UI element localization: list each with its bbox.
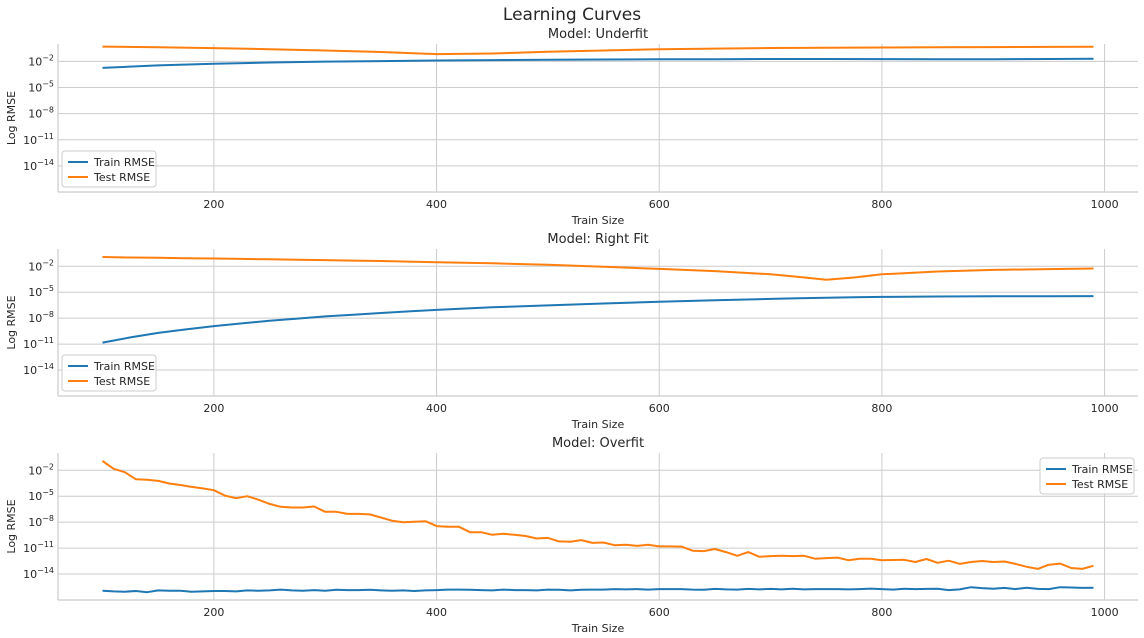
y-tick-label: 10−5 — [28, 80, 54, 95]
x-tick-label: 200 — [203, 402, 224, 415]
subplot-title: Model: Right Fit — [547, 232, 648, 247]
legend-label: Train RMSE — [93, 360, 155, 373]
legend-label: Test RMSE — [93, 171, 150, 184]
legend: Train RMSE Test RMSE — [1039, 457, 1135, 495]
y-tick-label: 10−11 — [23, 540, 54, 555]
subplot-1: 200 400 600 800 1000 10−2 10−5 10−8 10−11 10−14 Mo… — [5, 27, 1138, 227]
x-tick-label: 800 — [871, 606, 892, 619]
subplot-2: 200 400 600 800 1000 10−2 10−5 10−8 10−11 10−14 Mo… — [5, 232, 1138, 431]
x-tick-label: 200 — [203, 606, 224, 619]
x-axis-label: Train Size — [571, 214, 625, 227]
y-tick-label: 10−2 — [28, 462, 54, 477]
y-axis-label: Log RMSE — [5, 499, 18, 553]
y-tick-label: 10−14 — [23, 158, 54, 173]
x-tick-label: 400 — [426, 198, 447, 211]
y-tick-label: 10−5 — [28, 488, 54, 503]
series-line-test-rmse — [101, 460, 1094, 570]
legend-label: Train RMSE — [1071, 463, 1133, 476]
y-tick-label: 10−11 — [23, 132, 54, 147]
x-tick-label: 200 — [203, 198, 224, 211]
x-axis-label: Train Size — [571, 622, 625, 635]
series-line-train-rmse — [102, 57, 1094, 69]
figure-title: Learning Curves — [503, 5, 641, 25]
y-tick-label: 10−14 — [23, 362, 54, 377]
legend-label: Test RMSE — [93, 375, 150, 388]
y-tick-label: 10−11 — [23, 336, 54, 351]
x-axis-label: Train Size — [571, 418, 625, 431]
legend: Train RMSE Test RMSE — [61, 150, 157, 188]
x-tick-label: 800 — [871, 198, 892, 211]
legend: Train RMSE Test RMSE — [61, 354, 157, 392]
series-line-test-rmse — [102, 256, 1094, 281]
x-tick-label: 400 — [426, 402, 447, 415]
subplot-title: Model: Underfit — [548, 27, 648, 42]
x-tick-label: 400 — [426, 606, 447, 619]
y-tick-label: 10−8 — [28, 106, 54, 121]
y-tick-label: 10−14 — [23, 566, 54, 581]
y-tick-label: 10−8 — [28, 310, 54, 325]
x-tick-label: 800 — [871, 402, 892, 415]
y-tick-label: 10−2 — [28, 258, 54, 273]
y-axis-label: Log RMSE — [5, 295, 18, 349]
legend-label: Train RMSE — [93, 156, 155, 169]
series-line-train-rmse — [102, 586, 1094, 594]
x-tick-label: 600 — [649, 606, 670, 619]
series-line-test-rmse — [102, 45, 1094, 56]
x-tick-label: 600 — [649, 198, 670, 211]
legend-label: Test RMSE — [1071, 478, 1128, 491]
subplot-title: Model: Overfit — [552, 436, 644, 451]
x-tick-label: 1000 — [1091, 606, 1119, 619]
x-tick-label: 1000 — [1091, 198, 1119, 211]
y-axis-label: Log RMSE — [5, 91, 18, 145]
x-tick-label: 600 — [649, 402, 670, 415]
y-tick-label: 10−8 — [28, 514, 54, 529]
series-line-train-rmse — [102, 295, 1094, 344]
y-tick-label: 10−2 — [28, 53, 54, 68]
x-tick-label: 1000 — [1091, 402, 1119, 415]
y-tick-label: 10−5 — [28, 284, 54, 299]
subplot-3: 200 400 600 800 1000 10−2 10−5 10−8 10−11 10−14 Mo… — [5, 436, 1138, 635]
